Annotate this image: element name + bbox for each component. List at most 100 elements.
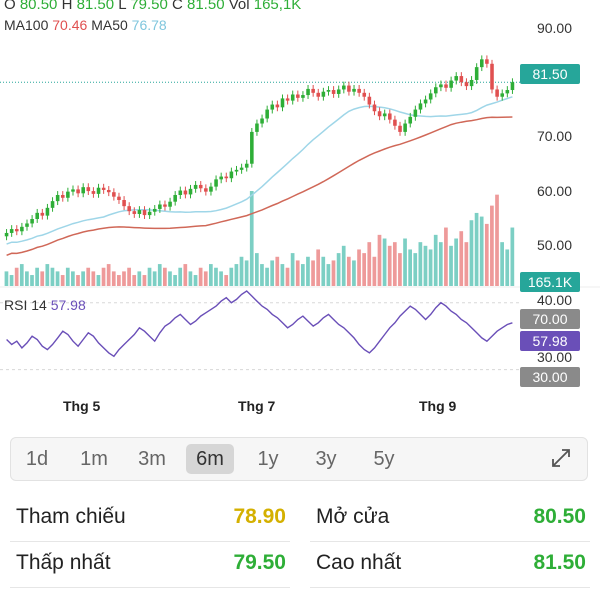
volume-bar	[433, 234, 438, 286]
candle-body	[418, 103, 423, 110]
range-tab-1d[interactable]: 1d	[25, 448, 49, 470]
candle-body	[434, 87, 438, 94]
candle-body	[439, 84, 443, 88]
rsi-readout: RSI 14 57.98	[4, 297, 86, 313]
volume-bar	[372, 256, 377, 286]
volume-bar	[19, 264, 24, 286]
candle-body	[505, 90, 510, 94]
volume-bar	[357, 249, 361, 286]
candle-body	[255, 123, 259, 132]
volume-bar	[55, 271, 60, 286]
candle-body	[265, 109, 269, 119]
candle-body	[280, 98, 285, 108]
range-tab-1m[interactable]: 1m	[80, 448, 108, 470]
candle-body	[76, 189, 80, 194]
range-tab-1y[interactable]: 1y	[257, 448, 279, 470]
volume-bar	[14, 267, 19, 286]
candle-body	[275, 104, 280, 108]
low-value: 79.50	[130, 0, 168, 13]
volume-bar	[249, 191, 254, 286]
volume-bar	[423, 245, 428, 286]
candle-body	[35, 212, 40, 219]
volume-bar	[474, 212, 479, 286]
volume-bar	[203, 271, 208, 286]
candle-body	[362, 92, 367, 97]
candle-body	[357, 88, 361, 93]
candle-body	[250, 131, 254, 164]
volume-bar	[413, 253, 418, 286]
price-chart[interactable]: O 80.50 H 81.50 L 79.50 C 81.50 Vol 165,…	[0, 0, 600, 425]
expand-icon[interactable]	[549, 446, 573, 470]
volume-bar	[106, 264, 111, 286]
volume-bar	[234, 264, 239, 286]
ma50-line	[6, 96, 513, 245]
candle-body	[112, 192, 116, 197]
volume-bar	[341, 245, 346, 286]
volume-bar	[260, 264, 264, 286]
ma50-label: MA50	[91, 17, 128, 33]
volume-bar	[111, 271, 116, 286]
volume-bar	[132, 275, 137, 286]
candle-body	[449, 80, 453, 88]
volume-bar	[484, 223, 489, 286]
candle-body	[244, 163, 249, 168]
volume-bar	[408, 249, 412, 286]
volume-bar	[392, 242, 397, 286]
candle-body	[229, 171, 234, 179]
candle-body	[290, 94, 295, 101]
candle-body	[81, 187, 85, 194]
divider	[310, 541, 590, 542]
volume-bar	[188, 271, 193, 286]
volume-bar	[459, 231, 464, 286]
volume-bar	[147, 267, 152, 286]
candle-body	[428, 93, 433, 100]
candle-body	[173, 194, 177, 202]
high-value: 81.50	[76, 0, 115, 13]
candle-body	[403, 123, 407, 132]
ma100-label: MA100	[4, 17, 49, 33]
candle-body	[60, 194, 65, 198]
volume-value: 165,1K	[253, 0, 302, 13]
volume-bar	[152, 271, 157, 286]
candle-body	[301, 95, 305, 98]
candle-body	[132, 211, 137, 214]
candle-body	[147, 211, 152, 216]
candle-body	[193, 184, 198, 189]
candle-body	[204, 188, 208, 192]
volume-bar	[137, 271, 142, 286]
candle-body	[311, 88, 315, 93]
candle-body	[91, 191, 96, 194]
candle-body	[296, 94, 300, 98]
candle-body	[398, 125, 402, 132]
candle-body	[40, 212, 45, 216]
volume-bar	[505, 249, 510, 286]
range-tab-3y[interactable]: 3y	[315, 448, 337, 470]
volume-bar	[50, 267, 55, 286]
volume-bar	[275, 256, 280, 286]
volume-bar	[444, 227, 448, 286]
volume-bar	[295, 260, 300, 286]
volume-bar	[280, 264, 285, 286]
ma-readout: MA100 70.46 MA50 76.78	[4, 17, 167, 33]
x-axis-label: Thg 9	[419, 398, 457, 414]
candle-body	[393, 119, 397, 126]
volume-bar	[382, 238, 387, 286]
ohlc-readout: O 80.50 H 81.50 L 79.50 C 81.50 Vol 165,…	[4, 0, 301, 13]
range-tab-6m[interactable]: 6m	[186, 444, 234, 474]
volume-bar	[117, 275, 121, 286]
chart-canvas[interactable]	[0, 0, 600, 425]
candle-body	[464, 82, 469, 87]
close-value: 81.50	[187, 0, 225, 13]
candle-body	[30, 219, 34, 224]
volume-bar	[101, 267, 106, 286]
range-tab-5y[interactable]: 5y	[373, 448, 395, 470]
volume-bar	[71, 271, 75, 286]
rsi-axis-tick: 30.00	[536, 349, 572, 365]
volume-bar	[377, 234, 382, 286]
candle-body	[96, 187, 101, 194]
high-label: Cao nhất	[316, 551, 402, 574]
price-axis-tick: 90.00	[536, 20, 572, 36]
range-tab-3m[interactable]: 3m	[138, 448, 166, 470]
volume-bar	[209, 264, 213, 286]
volume-bar	[65, 267, 70, 286]
